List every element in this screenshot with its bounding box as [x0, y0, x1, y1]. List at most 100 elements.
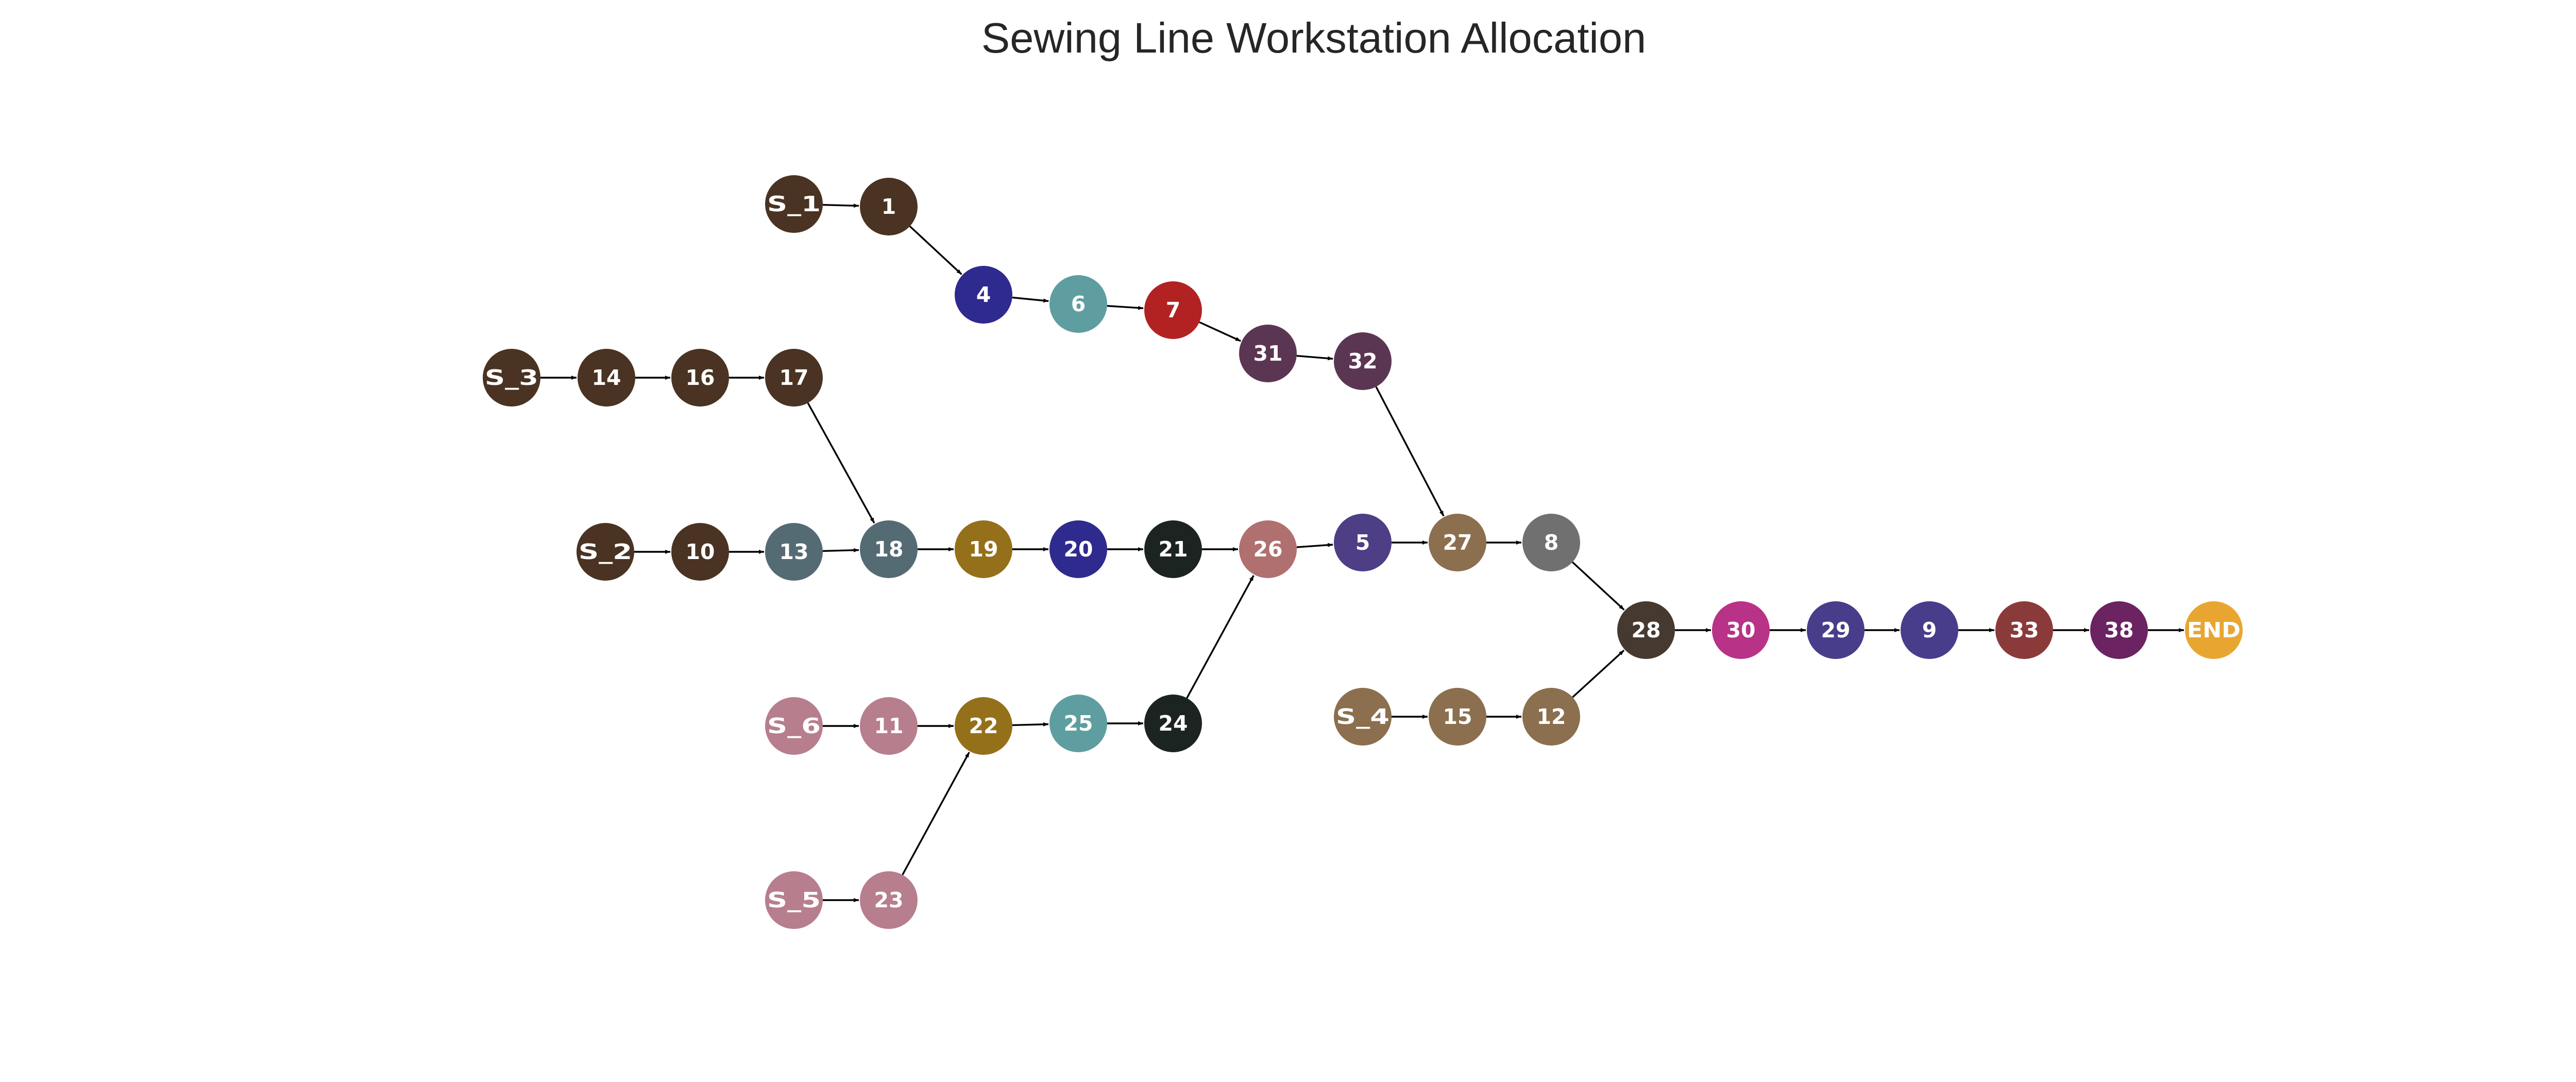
node-label: 12	[1536, 704, 1566, 729]
node-5: 5	[1334, 514, 1392, 571]
edge-S_1-to-1	[822, 204, 859, 208]
node-S_1: S_1	[765, 175, 823, 233]
node-circle	[1049, 695, 1107, 752]
node-circle	[1144, 520, 1202, 578]
node-circle	[1522, 688, 1580, 746]
node-label: S_2	[579, 539, 632, 564]
node-20: 20	[1049, 520, 1107, 578]
node-label: END	[2187, 618, 2241, 643]
node-label: 8	[1544, 530, 1559, 555]
node-label: 24	[1158, 711, 1188, 736]
node-22: 22	[955, 697, 1012, 755]
edges-layer	[540, 204, 2184, 902]
node-label: 18	[874, 537, 903, 562]
node-circle	[860, 520, 918, 578]
node-label: 23	[874, 888, 903, 912]
node-label: S_1	[767, 192, 821, 216]
edge-26-to-5	[1296, 543, 1333, 548]
node-label: 27	[1443, 530, 1472, 555]
node-32: 32	[1334, 332, 1392, 390]
node-S_3: S_3	[483, 349, 540, 407]
edge-1-to-4	[909, 225, 962, 275]
node-1: 1	[860, 178, 918, 235]
node-circle	[955, 266, 1012, 324]
node-label: 11	[874, 714, 903, 738]
node-label: 7	[1166, 298, 1181, 323]
node-label: 31	[1253, 341, 1282, 366]
node-label: 1	[882, 194, 896, 219]
node-17: 17	[765, 349, 823, 407]
node-label: 21	[1158, 537, 1188, 562]
node-circle	[1712, 601, 1770, 659]
node-circle	[765, 523, 823, 581]
node-circle	[1334, 688, 1392, 746]
node-16: 16	[671, 349, 729, 407]
node-S_4: S_4	[1334, 688, 1392, 746]
node-circle	[1144, 281, 1202, 339]
node-10: 10	[671, 523, 729, 581]
node-11: 11	[860, 697, 918, 755]
edge-24-to-26	[1186, 575, 1255, 699]
node-31: 31	[1239, 325, 1297, 382]
node-circle	[765, 697, 823, 755]
node-12: 12	[1522, 688, 1580, 746]
node-circle	[860, 871, 918, 929]
node-circle	[1901, 601, 1958, 659]
node-label: 22	[969, 714, 998, 738]
node-label: 6	[1071, 292, 1086, 316]
node-circle	[860, 178, 918, 235]
node-circle	[1429, 514, 1486, 571]
node-label: 32	[1348, 349, 1377, 374]
node-circle	[1334, 514, 1392, 571]
edge-6-to-7	[1107, 305, 1144, 310]
node-label: 20	[1063, 537, 1093, 562]
node-38: 38	[2090, 601, 2148, 659]
node-label: 25	[1063, 711, 1093, 736]
edge-7-to-31	[1199, 321, 1241, 342]
node-circle	[1995, 601, 2053, 659]
diagram-title: Sewing Line Workstation Allocation	[981, 14, 1647, 62]
edge-12-to-28	[1572, 649, 1625, 698]
node-label: 26	[1253, 537, 1282, 562]
node-label: S_6	[767, 714, 821, 738]
node-circle	[1144, 695, 1202, 752]
edge-23-to-22	[902, 752, 970, 875]
node-23: 23	[860, 871, 918, 929]
node-6: 6	[1049, 275, 1107, 333]
node-21: 21	[1144, 520, 1202, 578]
node-13: 13	[765, 523, 823, 581]
node-label: 10	[685, 539, 715, 564]
node-circle	[1807, 601, 1865, 659]
node-S_2: S_2	[577, 523, 634, 581]
node-circle	[1049, 275, 1107, 333]
node-27: 27	[1429, 514, 1486, 571]
node-label: 14	[591, 365, 621, 390]
node-circle	[1239, 325, 1297, 382]
node-circle	[483, 349, 540, 407]
node-circle	[765, 349, 823, 407]
node-26: 26	[1239, 520, 1297, 578]
node-circle	[765, 871, 823, 929]
node-9: 9	[1901, 601, 1958, 659]
edge-32-to-27	[1375, 386, 1445, 517]
node-circle	[671, 523, 729, 581]
edge-13-to-18	[822, 548, 859, 552]
node-label: S_3	[485, 365, 538, 390]
node-label: 16	[685, 365, 715, 390]
edge-22-to-25	[1012, 722, 1049, 726]
node-label: 9	[1922, 618, 1937, 643]
node-label: S_5	[767, 888, 821, 912]
node-circle	[1617, 601, 1675, 659]
node-33: 33	[1995, 601, 2053, 659]
node-S_6: S_6	[765, 697, 823, 755]
edge-31-to-32	[1296, 354, 1333, 361]
node-25: 25	[1049, 695, 1107, 752]
node-label: 13	[779, 539, 808, 564]
node-circle	[1522, 514, 1580, 571]
node-circle	[1239, 520, 1297, 578]
node-circle	[671, 349, 729, 407]
node-S_5: S_5	[765, 871, 823, 929]
edge-4-to-6	[1012, 296, 1049, 303]
